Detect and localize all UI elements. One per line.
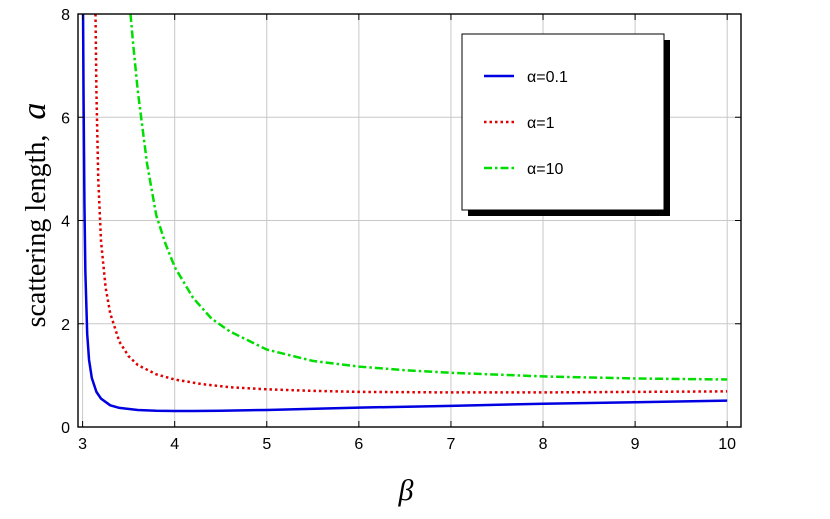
x-axis-title: β	[398, 474, 414, 507]
y-axis-title: scattering length, a	[16, 103, 53, 328]
y-tick-label: 6	[61, 110, 70, 127]
y-axis-title-symbol: a	[16, 103, 53, 120]
y-tick-label: 0	[61, 420, 70, 437]
legend: α=0.1 α=1 α=10	[461, 33, 670, 216]
x-tick-label: 6	[354, 436, 363, 453]
legend-label-alpha-1: α=1	[527, 115, 555, 132]
series-line	[129, 14, 728, 381]
x-tick-label: 5	[262, 436, 271, 453]
y-axis-title-text: scattering length,	[21, 135, 52, 328]
y-tick-label: 4	[61, 214, 70, 231]
x-tick-label: 7	[446, 436, 455, 453]
legend-label-alpha-10: α=10	[527, 161, 563, 178]
legend-label-alpha-0.1: α=0.1	[527, 69, 568, 86]
series-layer	[81, 14, 728, 413]
y-tick-label: 8	[61, 7, 70, 24]
x-tick-label: 4	[170, 436, 179, 453]
x-tick-label: 8	[539, 436, 548, 453]
legend-box	[461, 33, 665, 211]
svg-text:scattering length, a: scattering length, a	[16, 103, 53, 328]
series-line	[94, 14, 728, 394]
series-line	[81, 14, 728, 413]
x-tick-label: 10	[718, 436, 736, 453]
x-tick-label: 3	[78, 436, 87, 453]
ticks: 3 4 5 6 7 8 9 10 0 2 4 6 8	[61, 7, 741, 453]
x-tick-label: 9	[631, 436, 640, 453]
y-tick-label: 2	[61, 317, 70, 334]
